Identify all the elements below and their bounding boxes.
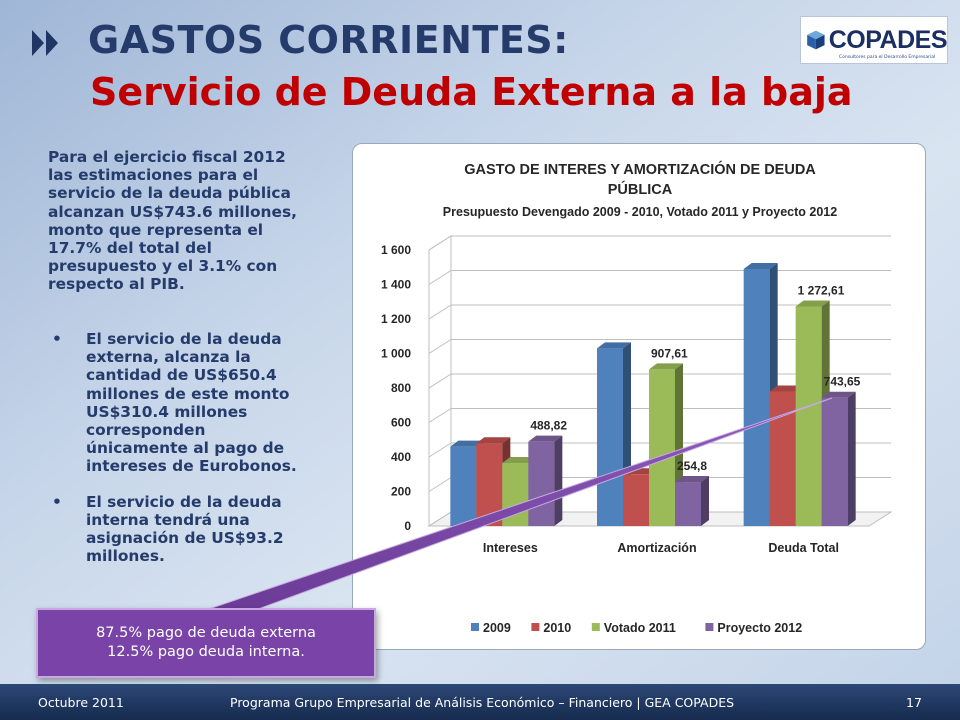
- bullet-dot: •: [52, 330, 62, 348]
- chart-subtitle: Presupuesto Devengado 2009 - 2010, Votad…: [443, 205, 837, 219]
- bar-front: [795, 306, 822, 526]
- page-subtitle: Servicio de Deuda Externa a la baja: [90, 70, 853, 114]
- callout-line2: 12.5% pago deuda interna.: [107, 644, 305, 660]
- y-tick-label: 400: [391, 450, 411, 464]
- bar-front: [821, 397, 848, 526]
- chart-title-line2: PÚBLICA: [608, 180, 673, 198]
- gridline-depth: [428, 373, 452, 389]
- page-number: 17: [906, 695, 922, 710]
- bar-side: [554, 435, 563, 526]
- data-label: 743,65: [824, 375, 861, 389]
- y-tick-label: 1 400: [381, 278, 411, 292]
- chart-legend: 2009 2010 Votado 2011 Proyecto 2012: [471, 621, 802, 635]
- bar-side: [701, 476, 709, 526]
- bar-front: [597, 348, 623, 526]
- bullet-item-external-debt: • El servicio de la deuda externa, alcanz…: [48, 330, 310, 476]
- legend-label: 2009: [483, 621, 511, 635]
- bar-top: [743, 262, 778, 269]
- bar-top: [821, 391, 856, 398]
- bullet-text: El servicio de la deuda interna tendrá u…: [86, 492, 284, 566]
- legend-swatch: [591, 623, 600, 631]
- callout-box: 87.5% pago de deuda externa 12.5% pago d…: [36, 608, 376, 678]
- footer-program: Programa Grupo Empresarial de Análisis E…: [230, 695, 735, 710]
- bar-top: [597, 342, 631, 349]
- gridline-depth: [428, 235, 452, 251]
- chart-plot: 0 200 400 600 800 1 000 1 200 1 400 1 600 Interes…: [381, 235, 893, 555]
- bar-front: [623, 474, 649, 526]
- page-title: GASTOS CORRIENTES:: [88, 18, 569, 62]
- bar-front: [450, 446, 477, 526]
- callout-line1: 87.5% pago de deuda externa: [96, 625, 316, 641]
- gridline-depth: [428, 270, 452, 285]
- bar-top: [795, 300, 830, 307]
- logo-name: COPADES: [828, 25, 948, 54]
- bullet-item-internal-debt: • El servicio de la deuda interna tendrá …: [48, 493, 310, 566]
- bullet-list: • El servicio de la deuda externa, alcanz…: [48, 330, 310, 582]
- data-label: 1 272,61: [798, 283, 845, 297]
- bar-front: [476, 443, 503, 526]
- y-tick-label: 1 000: [381, 347, 411, 361]
- logo-tagline: Consultores para el Desarrollo Empresari…: [839, 55, 936, 60]
- bullet-dot: •: [52, 492, 62, 511]
- bar-front: [675, 482, 701, 526]
- data-label: 254,8: [677, 459, 707, 473]
- bar-top: [649, 363, 683, 370]
- legend-swatch: [705, 623, 714, 631]
- gridline-depth: [428, 339, 452, 354]
- legend-label: Proyecto 2012: [717, 621, 802, 635]
- bar-front: [502, 463, 529, 526]
- bar-front: [769, 391, 796, 526]
- data-label: 488,82: [530, 419, 567, 433]
- intro-paragraph: Para el ejercicio fiscal 2012 las estima…: [48, 148, 297, 294]
- bar-side: [847, 391, 856, 526]
- cube-logo-icon: [807, 30, 825, 50]
- y-tick-label: 600: [391, 416, 411, 430]
- bar-front: [649, 369, 675, 526]
- chevron-bullet-icon: [32, 30, 58, 56]
- data-label: 907,61: [651, 346, 688, 360]
- gridline-depth: [428, 304, 452, 320]
- x-category-label: Amortización: [617, 541, 696, 555]
- y-tick-label: 1 200: [381, 312, 411, 326]
- y-tick-label: 200: [391, 485, 411, 499]
- bullet-text: El servicio de la deuda externa, alcanza…: [86, 330, 297, 476]
- footer-date: Octubre 2011: [38, 695, 124, 710]
- legend-swatch: [471, 623, 479, 631]
- legend-label: 2010: [543, 621, 571, 635]
- copades-logo: COPADES Consultores para el Desarrollo E…: [800, 16, 948, 64]
- chart-title-line1: GASTO DE INTERES Y AMORTIZACIÓN DE DEUDA: [464, 160, 816, 178]
- x-category-label: Deuda Total: [768, 541, 839, 555]
- legend-swatch: [531, 623, 540, 631]
- y-tick-label: 800: [391, 381, 411, 395]
- chart-panel: GASTO DE INTERES Y AMORTIZACIÓN DE DEUDA…: [352, 143, 926, 650]
- y-tick-label: 0: [404, 519, 411, 533]
- debt-bar-chart: GASTO DE INTERES Y AMORTIZACIÓN DE DEUDA…: [381, 160, 893, 635]
- x-category-label: Intereses: [483, 541, 538, 555]
- bar-front: [743, 268, 770, 526]
- footer-bar: Octubre 2011 Programa Grupo Empresarial …: [0, 684, 960, 720]
- bar-front: [528, 441, 555, 526]
- y-tick-label: 1 600: [381, 243, 411, 257]
- legend-label: Votado 2011: [604, 621, 676, 635]
- bar-top: [769, 385, 804, 392]
